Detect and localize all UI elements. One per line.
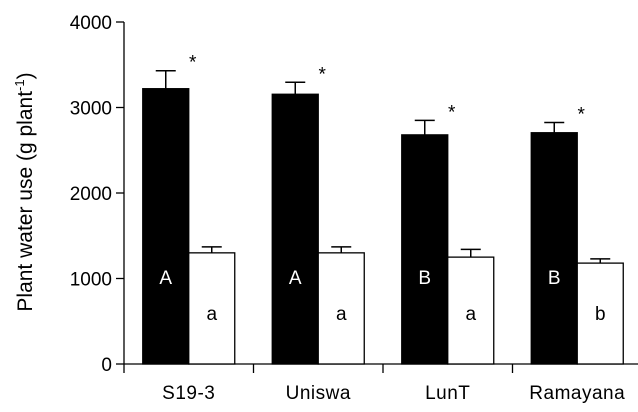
y-axis-label: Plant water use (g plant-1) (12, 72, 37, 311)
x-tick-label: S19-3 (162, 383, 215, 404)
y-tick-label: 4000 (70, 13, 112, 34)
bar (576, 262, 624, 365)
bar-series: A A B Ba a a b * * * * (142, 53, 624, 365)
bar-letter: A (289, 268, 302, 289)
y-tick-label: 0 (101, 355, 112, 376)
x-tick-label: LunT (425, 383, 470, 404)
bar-letter: a (465, 304, 476, 325)
bar (401, 134, 449, 365)
bar-letter: a (336, 304, 347, 325)
y-tick-label: 1000 (70, 270, 112, 291)
significance-asterisk: * (448, 102, 456, 123)
bar-letter: b (595, 304, 606, 325)
bar-letter: B (418, 268, 431, 289)
y-tick-label: 3000 (70, 99, 112, 120)
bar (317, 252, 365, 365)
bar-letter: A (159, 268, 172, 289)
bar-letter: B (548, 268, 561, 289)
x-tick-label: Ramayana (529, 383, 625, 404)
axes: 0 1000 2000 3000 4000 S19-3 Uniswa LunT Ramayana (70, 13, 638, 404)
bar (271, 93, 319, 365)
y-tick-label: 2000 (70, 184, 112, 205)
significance-asterisk: * (319, 64, 327, 85)
significance-asterisk: * (189, 53, 197, 74)
bar (447, 256, 495, 365)
bar (188, 252, 236, 365)
bar (142, 88, 190, 365)
x-tick-label: Uniswa (286, 383, 351, 404)
bar (530, 132, 578, 365)
significance-asterisk: * (578, 104, 586, 125)
bar-letter: a (206, 304, 217, 325)
